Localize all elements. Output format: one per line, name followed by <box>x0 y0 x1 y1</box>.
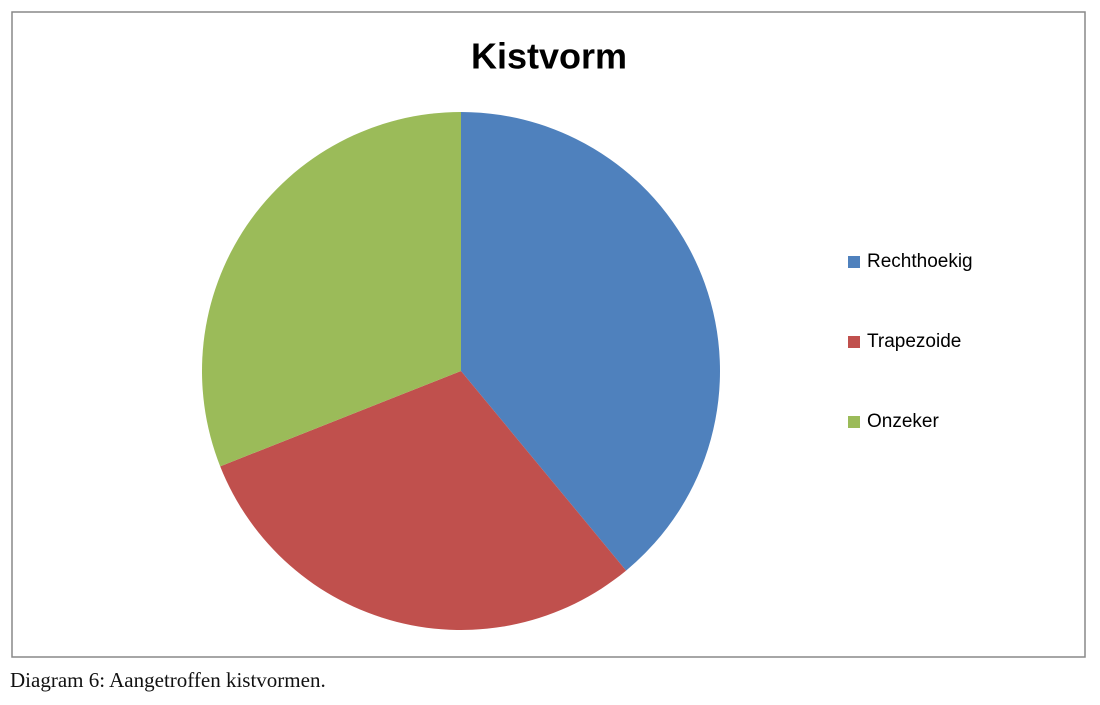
legend-label: Onzeker <box>867 411 939 432</box>
pie-slice <box>461 112 720 571</box>
pie-slice <box>220 371 627 630</box>
chart: Kistvorm Rechthoekig Trapezoide Onzeker <box>11 11 1086 658</box>
chart-title: Kistvorm <box>471 36 627 77</box>
legend-label: Trapezoide <box>867 331 961 352</box>
legend-swatch <box>848 256 860 268</box>
legend-label: Rechthoekig <box>867 251 973 272</box>
pie-slice <box>202 112 461 467</box>
legend-swatch <box>848 416 860 428</box>
caption: Diagram 6: Aangetroffen kistvormen. <box>10 668 326 692</box>
legend-swatch <box>848 336 860 348</box>
